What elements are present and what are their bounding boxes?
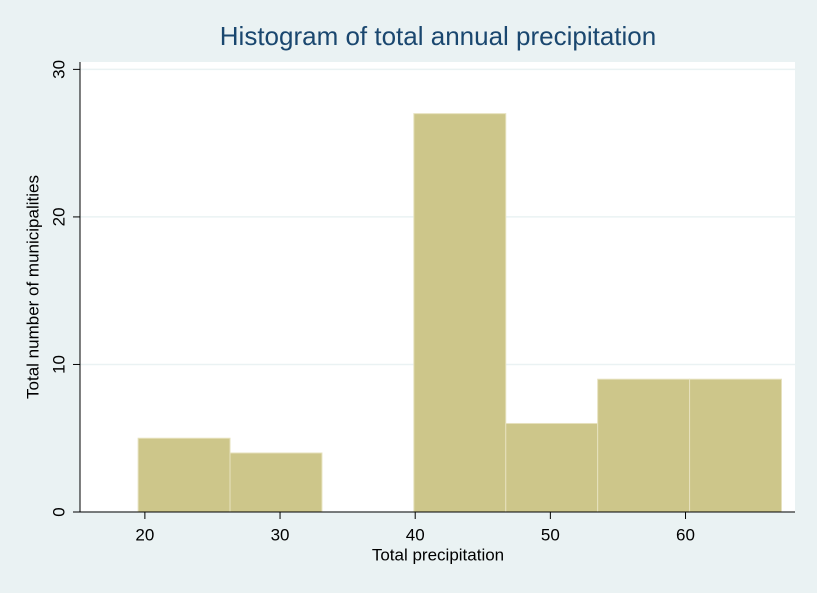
x-axis-label: Total precipitation xyxy=(372,545,504,564)
x-tick-label: 60 xyxy=(676,525,695,544)
bar xyxy=(413,113,507,513)
x-tick-label: 50 xyxy=(541,525,560,544)
bar xyxy=(597,378,691,513)
x-tick-label: 20 xyxy=(135,525,154,544)
x-tick-label: 40 xyxy=(406,525,425,544)
y-tick-label: 10 xyxy=(49,355,68,374)
bar xyxy=(137,437,231,513)
bar xyxy=(689,378,782,513)
bar xyxy=(505,422,599,513)
chart-title: Histogram of total annual precipitation xyxy=(220,21,656,51)
y-tick-label: 0 xyxy=(49,507,68,516)
y-tick-label: 30 xyxy=(49,60,68,79)
bar xyxy=(229,452,323,513)
x-tick-label: 30 xyxy=(271,525,290,544)
y-tick-label: 20 xyxy=(49,207,68,226)
y-axis-label: Total number of municipalities xyxy=(23,175,42,399)
